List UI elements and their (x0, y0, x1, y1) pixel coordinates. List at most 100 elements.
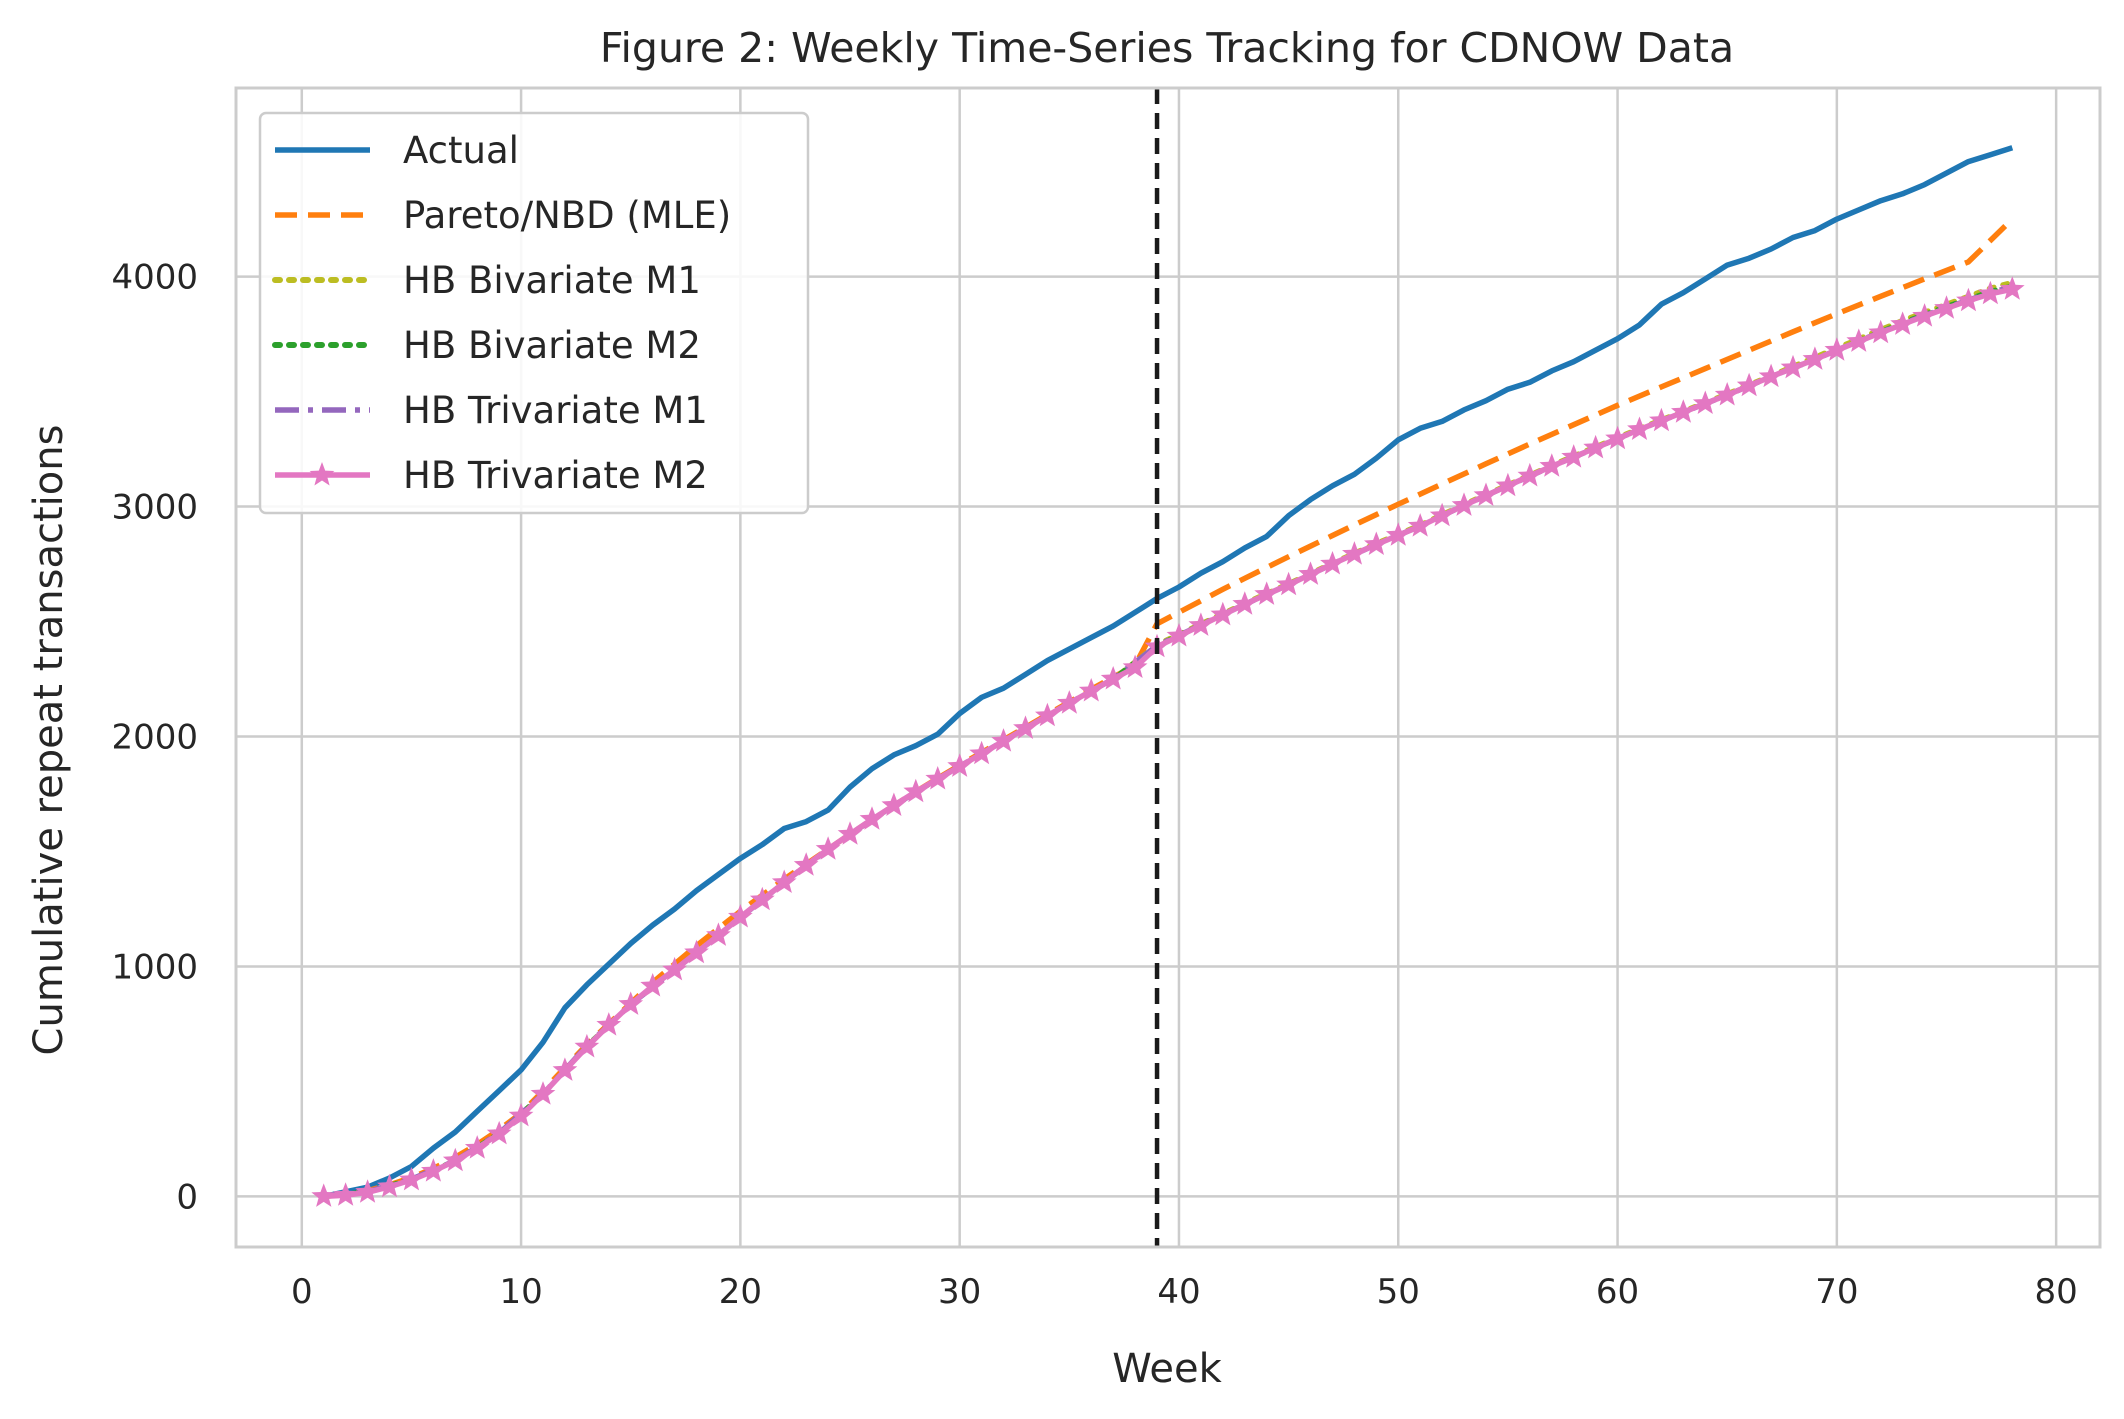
star-marker (1013, 715, 1038, 739)
series-line-actual (323, 145, 2014, 1200)
star-marker (464, 1135, 490, 1159)
star-marker (1692, 390, 1718, 414)
star-marker (859, 806, 885, 830)
x-tick-label: 10 (499, 1272, 542, 1312)
star-marker (1539, 453, 1565, 477)
star-marker (1934, 295, 1959, 319)
legend-item-actual: Actual (275, 129, 519, 172)
star-marker (486, 1120, 512, 1145)
star-marker (1122, 654, 1148, 678)
x-tick-label: 30 (938, 1272, 981, 1312)
legend: Actual Pareto/NBD (MLE) HB Bivariate M1 HB … (258, 111, 810, 515)
legend-label: Actual (403, 129, 519, 172)
star-marker (1605, 425, 1630, 450)
star-marker (442, 1147, 468, 1172)
legend-item-hb-trivariate-m1: HB Trivariate M1 (275, 389, 708, 432)
star-marker (1868, 319, 1894, 344)
legend-item-pareto-nbd-mle: Pareto/NBD (MLE) (275, 194, 731, 237)
star-marker (1714, 382, 1740, 406)
star-marker (947, 753, 972, 777)
star-marker (1188, 612, 1214, 636)
x-axis-title: Week (1112, 1346, 1222, 1392)
star-marker (1517, 462, 1543, 487)
star-marker (333, 1182, 358, 1206)
star-marker (1232, 591, 1258, 615)
star-marker (1385, 522, 1411, 546)
legend-star-marker (309, 462, 335, 486)
star-marker (1407, 513, 1433, 537)
y-tick-label: 1000 (111, 947, 198, 987)
y-axis-title: Cumulative repeat transactions (26, 425, 72, 1056)
legend-item-hb-trivariate-m2: HB Trivariate M2 (275, 454, 708, 497)
star-marker (1999, 276, 2025, 300)
star-marker (1342, 541, 1367, 565)
star-marker (881, 792, 907, 816)
star-marker (706, 922, 731, 946)
star-marker (1824, 337, 1850, 361)
star-marker (1210, 601, 1236, 626)
star-marker (684, 939, 709, 964)
star-marker (1912, 303, 1937, 327)
star-marker (1671, 399, 1696, 423)
star-marker (1890, 311, 1915, 335)
x-tick-label: 40 (1157, 1272, 1200, 1312)
star-marker (837, 821, 863, 845)
x-tick-label: 50 (1377, 1272, 1420, 1312)
x-tick-label: 0 (291, 1272, 313, 1312)
star-marker (1780, 354, 1806, 379)
star-marker (596, 1012, 622, 1036)
star-marker (1451, 492, 1477, 516)
x-tick-label: 80 (2035, 1272, 2078, 1312)
star-marker (1298, 561, 1323, 585)
series-hb-trivariate-m2 (311, 276, 2025, 1207)
star-marker (1758, 363, 1784, 388)
star-marker (1627, 416, 1652, 440)
star-marker (1978, 280, 2003, 305)
star-marker (1166, 623, 1192, 647)
star-marker (1846, 328, 1872, 352)
legend-label: HB Trivariate M2 (403, 454, 708, 497)
legend-item-hb-bivariate-m2: HB Bivariate M2 (272, 324, 701, 367)
star-marker (355, 1179, 380, 1203)
star-marker (1057, 690, 1082, 714)
star-marker (1320, 551, 1345, 575)
star-marker (1802, 346, 1828, 370)
star-marker (1035, 702, 1060, 727)
star-marker (1100, 666, 1126, 690)
legend-label: HB Trivariate M1 (403, 389, 708, 432)
x-tick-label: 70 (1815, 1272, 1858, 1312)
chart-title: Figure 2: Weekly Time-Series Tracking fo… (600, 24, 1734, 72)
star-marker (1276, 571, 1301, 596)
star-marker (1561, 444, 1587, 468)
star-marker (1649, 407, 1674, 432)
star-marker (1736, 372, 1762, 397)
star-marker (793, 852, 819, 876)
x-tick-label: 60 (1596, 1272, 1639, 1312)
x-tick-labels: 0 10 20 30 40 50 60 70 80 (291, 1272, 2078, 1312)
star-marker (1429, 502, 1455, 527)
star-marker (1956, 287, 1981, 312)
star-marker (377, 1173, 402, 1198)
y-tick-labels: 0 1000 2000 3000 4000 (111, 258, 198, 1218)
star-marker (574, 1033, 600, 1058)
star-marker (399, 1166, 424, 1191)
star-marker (1495, 472, 1521, 497)
star-marker (749, 886, 775, 911)
star-marker (1473, 482, 1499, 506)
y-tick-label: 2000 (111, 717, 198, 757)
star-marker (662, 956, 687, 981)
y-tick-label: 4000 (111, 258, 198, 298)
x-tick-label: 20 (719, 1272, 762, 1312)
star-marker (530, 1081, 556, 1105)
star-marker (991, 728, 1016, 752)
star-marker (552, 1057, 578, 1081)
legend-label: HB Bivariate M2 (403, 324, 701, 367)
star-marker (1364, 531, 1389, 555)
star-marker (1254, 581, 1279, 605)
star-marker (1583, 434, 1608, 459)
star-marker (815, 836, 841, 860)
star-marker (925, 766, 951, 790)
series-layer (311, 145, 2025, 1207)
star-marker (640, 973, 665, 997)
